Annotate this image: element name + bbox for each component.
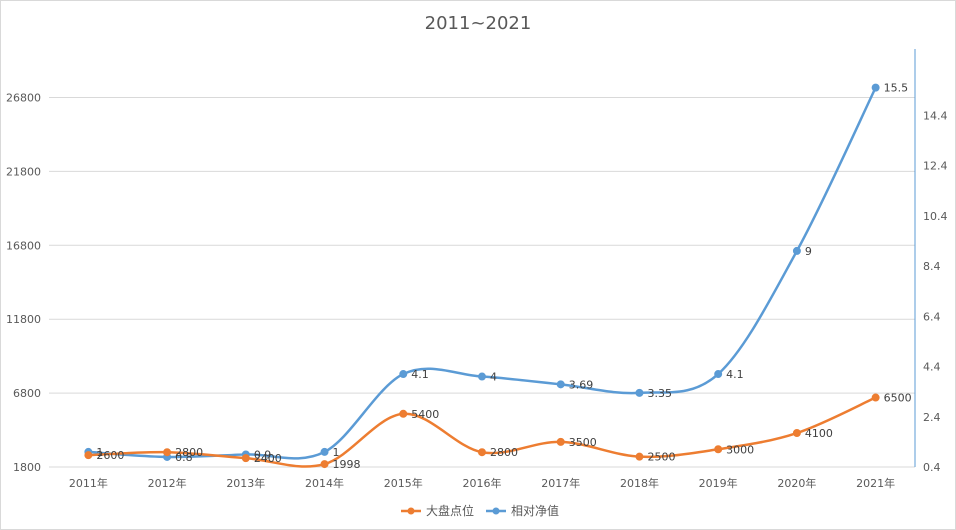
y-left-tick-label: 11800: [6, 313, 41, 326]
data-label: 5400: [411, 408, 439, 421]
data-point: [399, 370, 408, 379]
y-right-tick-label: 4.4: [923, 361, 941, 374]
y-right-tick-label: 8.4: [923, 260, 941, 273]
x-tick-label: 2016年: [463, 476, 502, 490]
y-right-tick-label: 10.4: [923, 210, 948, 223]
data-labels: 1 0.8 0.9 1 4.1 4 3.69 3.35 4.1 9 15.5 2600 2800 2400…: [96, 82, 911, 471]
data-point: [478, 372, 486, 381]
data-label: 1: [96, 446, 103, 459]
x-tick-label: 2012年: [148, 476, 187, 490]
data-label: 4.1: [726, 368, 744, 381]
data-point: [556, 437, 565, 446]
legend-label: 相对净值: [511, 503, 559, 518]
x-tick-label: 2019年: [699, 476, 738, 490]
x-tick-label: 2020年: [777, 476, 816, 490]
data-label: 6500: [884, 392, 912, 405]
legend-label: 大盘点位: [426, 503, 474, 518]
y-left-tick-label: 16800: [6, 239, 41, 252]
data-label: 2800: [490, 446, 518, 459]
data-point: [635, 452, 644, 461]
data-label: 15.5: [884, 82, 909, 95]
x-tick-label: 2011年: [69, 476, 108, 490]
data-label: 1998: [333, 458, 361, 471]
data-point: [871, 393, 880, 402]
y-left-tick-label: 26800: [6, 92, 41, 105]
x-tick-label: 2013年: [226, 476, 265, 490]
data-point: [241, 454, 250, 463]
data-label: 3500: [569, 436, 597, 449]
x-tick-label: 2017年: [541, 476, 580, 490]
data-point: [556, 380, 565, 389]
y-left-tick-label: 21800: [6, 165, 41, 178]
data-point: [320, 460, 329, 469]
data-point: [320, 447, 329, 456]
y-left-tick-label: 6800: [13, 387, 41, 400]
x-tick-label: 2021年: [856, 476, 895, 490]
legend: 大盘点位 相对净值: [401, 503, 559, 518]
chart-title: 2011~2021: [425, 13, 532, 34]
legend-swatch-marker: [407, 507, 415, 515]
x-tick-label: 2018年: [620, 476, 659, 490]
data-label: 4.1: [411, 368, 429, 381]
data-label: 2500: [647, 451, 675, 464]
data-label: 1: [333, 446, 340, 459]
gridlines: [49, 97, 915, 394]
data-point: [792, 246, 801, 255]
data-point: [163, 448, 172, 457]
data-point: [84, 451, 93, 460]
data-label: 9: [805, 245, 812, 258]
y-right-tick-label: 2.4: [923, 411, 941, 424]
data-point: [478, 448, 486, 457]
data-label: 2800: [175, 446, 203, 459]
data-label: 3.69: [569, 378, 594, 391]
series-line: [88, 87, 877, 460]
y-left-tick-label: 1800: [13, 461, 41, 474]
data-label: 4100: [805, 427, 833, 440]
y-right-tick-label: 14.4: [923, 109, 948, 122]
data-point: [871, 83, 880, 92]
data-point: [792, 429, 801, 438]
data-label: 4: [490, 371, 497, 384]
data-label: 3.35: [647, 387, 672, 400]
y-right-tick-label: 12.4: [923, 160, 948, 173]
data-label: 0.8: [175, 451, 193, 464]
axes: 1800 6800 11800 16800 21800 26800 0.4 2.4 4.4 6.4…: [6, 49, 948, 490]
data-point: [714, 370, 723, 379]
y-right-tick-label: 6.4: [923, 310, 941, 323]
x-tick-label: 2014年: [305, 476, 344, 490]
data-label: 0.9: [254, 448, 272, 461]
data-point: [714, 445, 723, 454]
y-right-tick-label: 0.4: [923, 461, 941, 474]
data-point: [635, 388, 644, 397]
series-layer: [84, 83, 880, 469]
data-label: 2400: [254, 452, 282, 465]
legend-swatch-marker: [492, 507, 500, 515]
data-label: 3000: [726, 443, 754, 456]
x-tick-label: 2015年: [384, 476, 423, 490]
data-label: 2600: [96, 449, 124, 462]
data-point: [399, 409, 408, 418]
